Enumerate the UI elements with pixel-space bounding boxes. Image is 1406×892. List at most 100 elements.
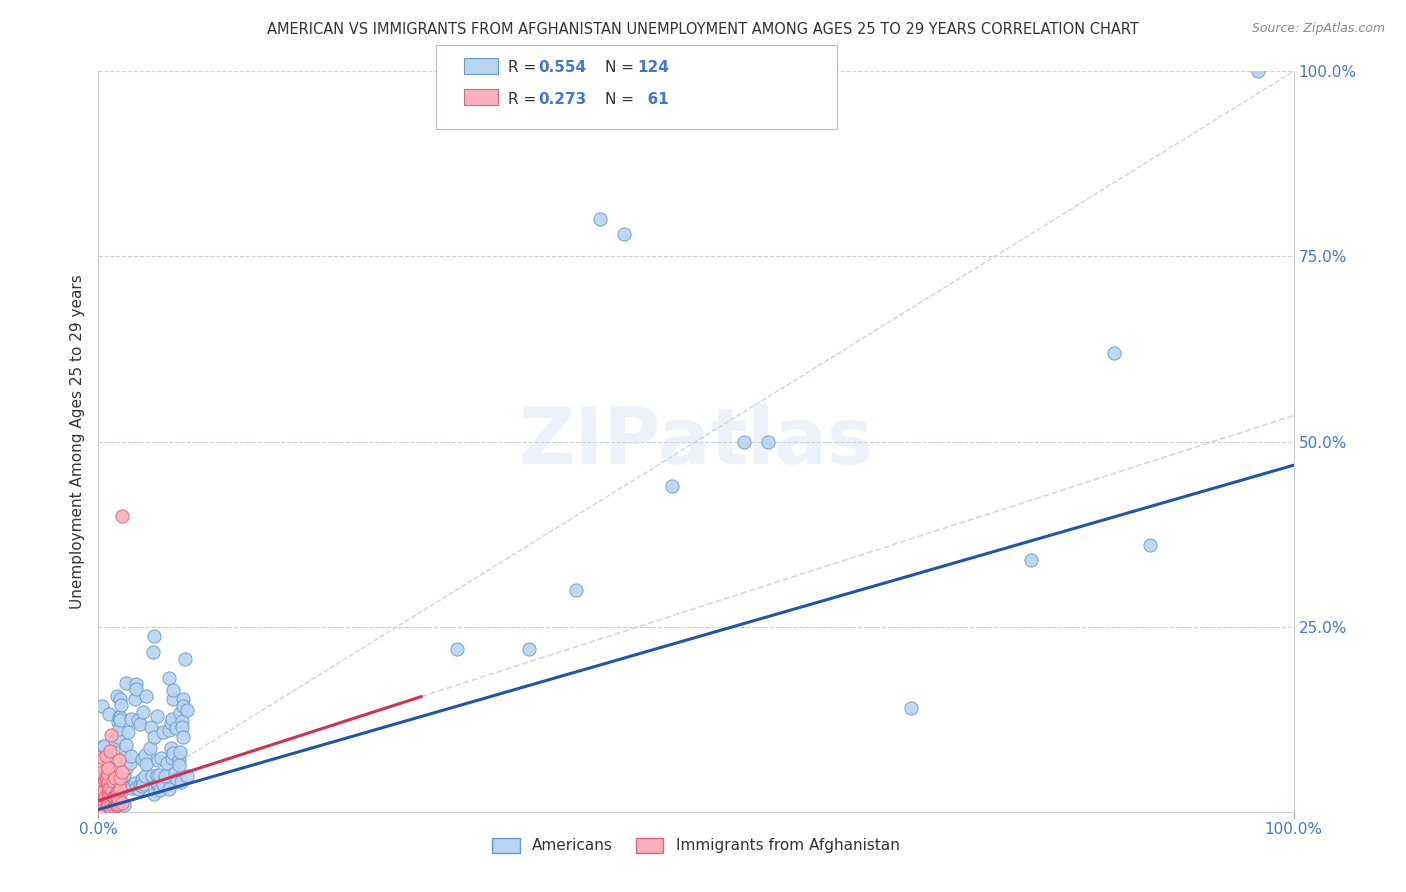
Point [87,785,110,799]
Point [132,705,155,719]
Point [157,671,180,685]
Legend: Americans, Immigrants from Afghanistan: Americans, Immigrants from Afghanistan [486,831,905,860]
Point [93,784,115,798]
Point [146,753,169,767]
Point [107,791,129,805]
Point [96,787,118,801]
Point [97,707,120,722]
Text: N =: N = [605,92,638,106]
Point [159,715,181,730]
Point [128,782,150,797]
Point [1247,64,1270,78]
Text: R =: R = [508,61,541,75]
Point [107,714,129,729]
Point [89,795,111,809]
Point [166,772,188,786]
Point [111,769,134,783]
Point [565,582,588,597]
Point [114,750,136,764]
Point [101,801,124,815]
Point [125,781,148,796]
Point [96,797,118,811]
Point [157,723,180,737]
Point [114,675,136,690]
Point [112,797,135,812]
Point [89,774,111,789]
Point [96,796,118,810]
Point [132,777,155,791]
Point [146,767,169,781]
Point [87,776,110,790]
Point [110,698,132,713]
Y-axis label: Unemployment Among Ages 25 to 29 years: Unemployment Among Ages 25 to 29 years [70,274,86,609]
Point [110,713,132,727]
Text: ZIPatlas: ZIPatlas [519,403,873,480]
Point [100,784,122,798]
Point [166,721,188,735]
Point [97,761,120,775]
Point [131,780,153,794]
Point [120,756,142,771]
Point [170,714,193,729]
Point [89,773,111,788]
Point [107,731,129,745]
Point [94,774,117,789]
Point [107,796,129,810]
Point [107,710,129,724]
Point [115,761,138,775]
Point [96,778,118,792]
Point [120,780,142,794]
Point [661,479,683,493]
Text: R =: R = [508,92,541,106]
Point [87,781,110,796]
Point [94,748,117,763]
Point [589,212,612,227]
Point [131,772,153,787]
Text: 61: 61 [637,92,669,106]
Point [105,797,128,812]
Point [93,802,115,816]
Text: AMERICAN VS IMMIGRANTS FROM AFGHANISTAN UNEMPLOYMENT AMONG AGES 25 TO 29 YEARS C: AMERICAN VS IMMIGRANTS FROM AFGHANISTAN … [267,22,1139,37]
Point [446,641,468,656]
Point [124,776,146,790]
Point [157,782,180,797]
Point [155,756,177,770]
Point [89,784,111,798]
Point [96,769,118,783]
Point [101,774,124,789]
Point [93,772,115,787]
Point [160,751,183,765]
Point [97,774,120,789]
Point [108,782,131,797]
Point [111,764,134,779]
Point [733,434,755,449]
Point [134,748,156,763]
Point [176,769,198,783]
Text: N =: N = [605,61,638,75]
Point [1139,538,1161,552]
Point [107,786,129,800]
Point [105,798,128,813]
Point [96,762,118,776]
Point [148,768,170,782]
Point [97,765,120,780]
Point [145,777,167,791]
Text: Source: ZipAtlas.com: Source: ZipAtlas.com [1251,22,1385,36]
Point [162,692,184,706]
Point [94,790,117,805]
Point [96,772,118,786]
Point [517,641,540,656]
Point [139,720,162,734]
Point [90,793,112,807]
Point [131,752,153,766]
Point [143,731,166,745]
Point [87,804,110,818]
Point [96,766,118,780]
Point [169,746,191,760]
Point [105,785,128,799]
Point [149,782,172,797]
Point [105,789,128,803]
Point [94,773,117,788]
Point [93,785,115,799]
Point [98,789,121,804]
